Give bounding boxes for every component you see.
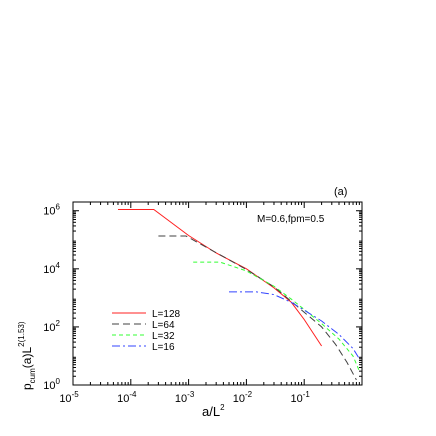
plot-series xyxy=(118,209,360,381)
legend-label: L=64 xyxy=(152,320,175,331)
legend-label: L=128 xyxy=(152,309,181,320)
plot-frame xyxy=(72,201,363,386)
y-axis-title: pcum(a)L2(1.53) xyxy=(17,321,37,390)
x-axis-label: a/L2 xyxy=(202,403,225,419)
series-line-l-16 xyxy=(229,291,360,360)
annotation: M=0.6,fpm=0.5 xyxy=(257,214,325,225)
series-line-l-64 xyxy=(158,235,357,381)
series-line-l-128 xyxy=(118,209,323,347)
x-tick-label: 10-1 xyxy=(291,390,311,405)
axes: 10-5 10-4 10-3 10-2 10-1 100 102 104 106 xyxy=(43,201,363,405)
x-tick-label: 10-4 xyxy=(117,390,137,405)
y-tick-label: 100 xyxy=(43,377,60,392)
x-axis-title: a/L2 xyxy=(202,403,225,419)
y-axis-label: pcum(a)L2(1.53) xyxy=(17,321,37,390)
x-tick-label: 10-3 xyxy=(175,390,195,405)
y-tick-label: 102 xyxy=(43,319,60,334)
x-tick-label: 10-5 xyxy=(59,390,79,405)
legend-label: L=16 xyxy=(152,342,175,353)
x-tick-label: 10-2 xyxy=(233,390,253,405)
series-line-l-32 xyxy=(193,261,360,372)
panel-label: (a) xyxy=(334,186,347,198)
y-tick-label: 104 xyxy=(43,261,60,276)
y-tick-label: 106 xyxy=(43,203,60,218)
legend-label: L=32 xyxy=(152,331,175,342)
